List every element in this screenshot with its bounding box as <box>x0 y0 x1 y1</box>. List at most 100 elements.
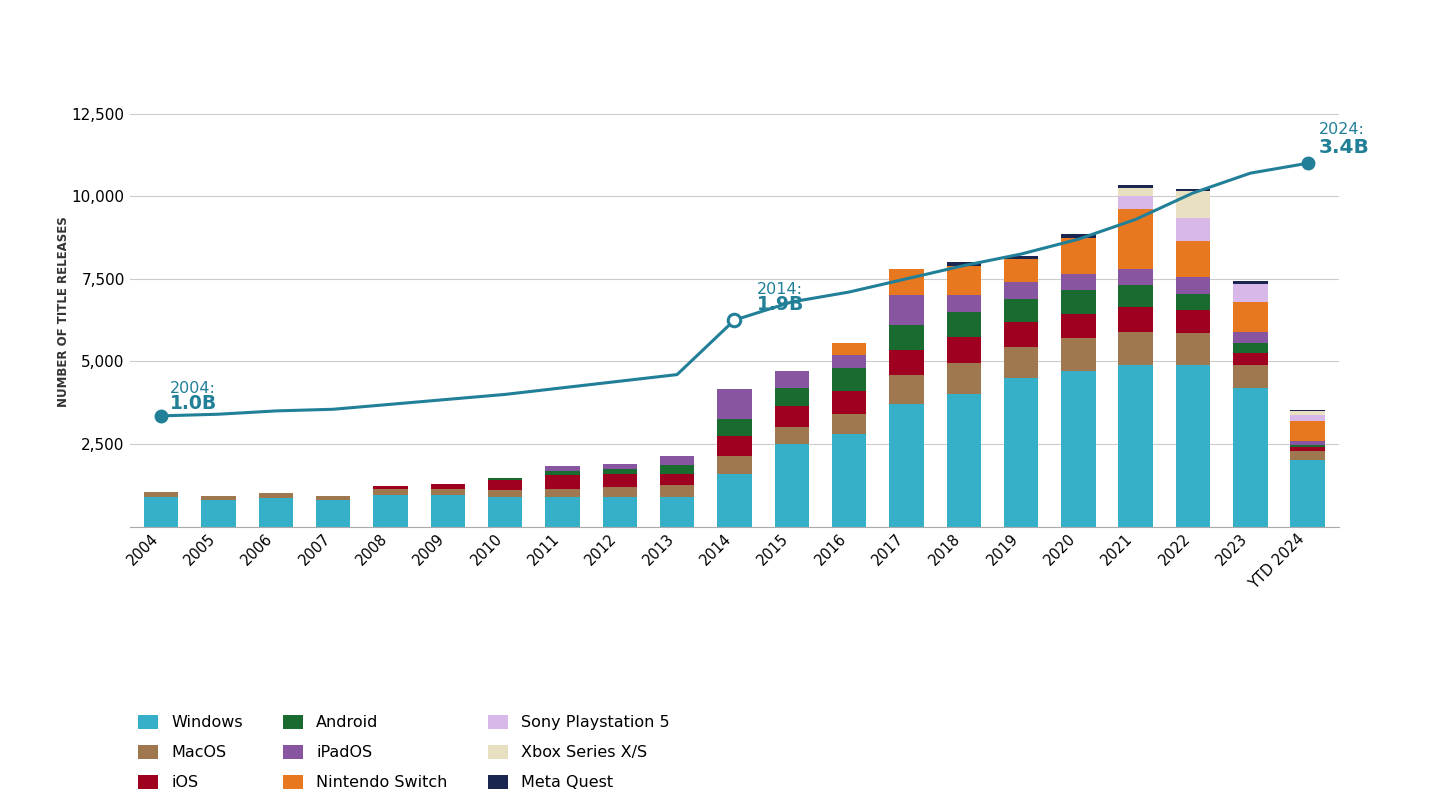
Bar <box>1176 364 1210 526</box>
Text: 2004:: 2004: <box>170 381 216 396</box>
Bar <box>888 404 923 526</box>
Bar <box>717 455 752 474</box>
Bar <box>1233 353 1267 365</box>
Bar <box>373 495 408 526</box>
Bar <box>315 500 350 526</box>
Bar <box>775 428 809 444</box>
Bar <box>1233 388 1267 526</box>
Bar <box>946 266 981 296</box>
Bar <box>1061 339 1096 371</box>
Bar <box>202 500 236 526</box>
Bar <box>1119 210 1153 269</box>
Bar <box>660 485 694 497</box>
Bar <box>1119 307 1153 331</box>
Bar <box>1119 331 1153 364</box>
Bar <box>832 343 867 355</box>
Bar <box>1290 447 1325 450</box>
Bar <box>946 296 981 312</box>
Bar <box>1176 241 1210 277</box>
Bar <box>1290 445 1325 447</box>
Bar <box>1176 191 1210 218</box>
Bar <box>431 495 465 526</box>
Bar <box>717 436 752 455</box>
Bar <box>259 493 292 498</box>
Bar <box>946 394 981 526</box>
Bar <box>1061 371 1096 526</box>
Bar <box>775 444 809 526</box>
Bar <box>1233 331 1267 343</box>
Bar <box>546 471 580 475</box>
Bar <box>717 474 752 526</box>
Bar <box>1233 364 1267 388</box>
Bar <box>660 466 694 474</box>
Bar <box>1061 291 1096 313</box>
Bar <box>1290 441 1325 445</box>
Bar <box>1119 269 1153 285</box>
Bar <box>602 464 636 469</box>
Bar <box>602 469 636 474</box>
Bar <box>1004 256 1038 259</box>
Text: 2014:: 2014: <box>757 282 804 297</box>
Bar <box>144 492 179 497</box>
Bar <box>660 455 694 466</box>
Bar <box>1061 274 1096 291</box>
Bar <box>602 487 636 497</box>
Bar <box>488 490 523 497</box>
Bar <box>1176 294 1210 310</box>
Bar <box>1233 343 1267 353</box>
Text: 1.0B: 1.0B <box>170 394 217 412</box>
Text: 3.4B: 3.4B <box>1319 138 1369 156</box>
Text: 1.9B: 1.9B <box>757 295 805 313</box>
Bar <box>602 497 636 526</box>
Bar <box>946 262 981 266</box>
Bar <box>1061 313 1096 339</box>
Bar <box>888 374 923 404</box>
Bar <box>546 475 580 488</box>
Bar <box>1290 415 1325 421</box>
Bar <box>1176 218 1210 241</box>
Bar <box>546 467 580 471</box>
Bar <box>1119 364 1153 526</box>
Bar <box>1176 277 1210 294</box>
Bar <box>1290 410 1325 411</box>
Bar <box>488 478 523 480</box>
Bar <box>1004 259 1038 282</box>
Bar <box>775 388 809 406</box>
Bar <box>775 371 809 388</box>
Bar <box>315 496 350 500</box>
Bar <box>602 474 636 487</box>
Bar <box>888 350 923 374</box>
Bar <box>1290 421 1325 441</box>
Bar <box>1119 196 1153 210</box>
Bar <box>1176 334 1210 364</box>
Bar <box>1290 411 1325 415</box>
Bar <box>546 497 580 526</box>
Bar <box>775 406 809 428</box>
Bar <box>1233 302 1267 331</box>
Bar <box>1004 299 1038 322</box>
Bar <box>488 497 523 526</box>
Bar <box>1004 322 1038 347</box>
Bar <box>832 391 867 414</box>
Bar <box>431 484 465 488</box>
Bar <box>1061 237 1096 274</box>
Bar <box>660 474 694 485</box>
Bar <box>1176 310 1210 334</box>
Y-axis label: NUMBER OF TITLE RELEASES: NUMBER OF TITLE RELEASES <box>58 216 71 407</box>
Bar <box>1004 347 1038 378</box>
Bar <box>1119 188 1153 196</box>
Bar <box>1290 460 1325 526</box>
Bar <box>1004 378 1038 526</box>
Bar <box>717 390 752 420</box>
Bar <box>888 325 923 350</box>
Bar <box>660 497 694 526</box>
Bar <box>717 420 752 436</box>
Bar <box>431 488 465 495</box>
Bar <box>202 496 236 500</box>
Bar <box>1119 285 1153 307</box>
Bar <box>946 363 981 394</box>
Bar <box>259 498 292 526</box>
Bar <box>946 312 981 337</box>
Bar <box>1061 234 1096 237</box>
Bar <box>1233 281 1267 284</box>
